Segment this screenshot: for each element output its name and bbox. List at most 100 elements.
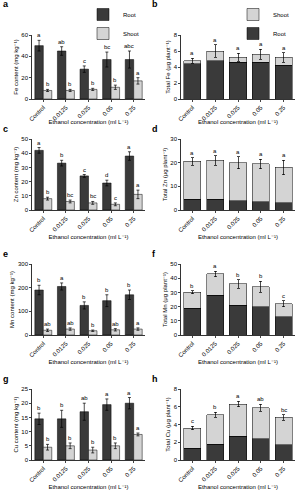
svg-text:0.0125: 0.0125 — [52, 104, 70, 122]
svg-text:a: a — [3, 0, 9, 9]
svg-text:b: b — [37, 277, 41, 283]
svg-text:0.0125: 0.0125 — [52, 215, 70, 233]
svg-text:25: 25 — [21, 386, 28, 392]
svg-text:0.025: 0.025 — [76, 340, 91, 355]
svg-text:0.0125: 0.0125 — [201, 340, 219, 358]
svg-text:ab: ab — [67, 320, 74, 326]
svg-text:Control: Control — [28, 105, 46, 123]
svg-text:Mn content (mg kg⁻¹): Mn content (mg kg⁻¹) — [9, 271, 15, 328]
svg-text:b: b — [60, 152, 64, 158]
svg-text:Control: Control — [177, 341, 195, 359]
svg-text:d: d — [152, 125, 158, 134]
svg-text:a: a — [259, 41, 263, 47]
svg-text:0.05: 0.05 — [101, 465, 114, 478]
svg-text:abc: abc — [124, 43, 134, 49]
svg-text:0: 0 — [25, 207, 29, 213]
svg-text:a: a — [190, 50, 194, 56]
svg-text:10: 10 — [170, 318, 177, 324]
svg-text:0.025: 0.025 — [76, 104, 91, 119]
svg-text:d: d — [105, 172, 108, 178]
svg-text:Zn content (mg kg⁻¹): Zn content (mg kg⁻¹) — [13, 147, 19, 203]
svg-text:ab: ab — [257, 396, 264, 402]
svg-text:bc: bc — [281, 407, 287, 413]
svg-text:0.0125: 0.0125 — [201, 215, 219, 233]
svg-text:Fe content (mg kg⁻¹): Fe content (mg kg⁻¹) — [13, 39, 19, 95]
svg-text:0.25: 0.25 — [274, 104, 287, 117]
svg-text:a: a — [282, 45, 286, 51]
svg-text:b: b — [113, 77, 117, 83]
svg-text:e: e — [3, 250, 8, 259]
svg-text:b: b — [127, 282, 131, 288]
svg-text:30: 30 — [170, 136, 177, 142]
svg-text:4: 4 — [174, 64, 178, 70]
svg-text:b: b — [91, 80, 95, 86]
svg-text:0.025: 0.025 — [226, 465, 241, 480]
svg-text:b: b — [46, 189, 50, 195]
svg-text:a: a — [213, 263, 217, 269]
svg-text:40: 40 — [21, 150, 28, 156]
svg-text:0: 0 — [25, 457, 29, 463]
svg-text:c: c — [3, 125, 8, 134]
svg-text:bc: bc — [90, 193, 96, 199]
svg-text:0.0125: 0.0125 — [201, 104, 219, 122]
svg-text:a: a — [282, 152, 286, 158]
svg-text:8: 8 — [174, 386, 178, 392]
svg-text:Control: Control — [177, 105, 195, 123]
svg-text:0.25: 0.25 — [124, 104, 137, 117]
svg-text:b: b — [46, 81, 50, 87]
svg-text:50: 50 — [170, 261, 177, 267]
svg-text:Root: Root — [123, 12, 136, 18]
svg-text:15: 15 — [21, 415, 28, 421]
svg-text:Shoot: Shoot — [273, 12, 289, 18]
svg-text:a: a — [127, 390, 131, 396]
svg-text:6: 6 — [174, 48, 178, 54]
svg-text:c: c — [114, 195, 117, 201]
svg-text:0.25: 0.25 — [124, 465, 137, 478]
svg-text:0.0125: 0.0125 — [52, 465, 70, 483]
svg-text:0.25: 0.25 — [274, 340, 287, 353]
svg-text:b: b — [68, 435, 72, 441]
svg-text:0.25: 0.25 — [274, 465, 287, 478]
svg-text:b: b — [152, 0, 158, 9]
svg-text:0.025: 0.025 — [226, 104, 241, 119]
svg-text:Control: Control — [28, 341, 46, 359]
svg-text:a: a — [105, 391, 109, 397]
svg-text:h: h — [152, 375, 158, 384]
svg-text:a: a — [60, 275, 64, 281]
svg-text:Ethanol concentration (ml L⁻¹): Ethanol concentration (ml L⁻¹) — [48, 359, 128, 365]
svg-text:0: 0 — [25, 332, 29, 338]
svg-text:a: a — [259, 151, 263, 157]
svg-text:Control: Control — [177, 466, 195, 484]
svg-text:Ethanol concentration (ml L⁻¹): Ethanol concentration (ml L⁻¹) — [48, 119, 128, 125]
svg-text:a: a — [190, 150, 194, 156]
svg-text:0.025: 0.025 — [76, 465, 91, 480]
svg-text:20: 20 — [21, 400, 28, 406]
svg-text:Root: Root — [273, 31, 286, 37]
svg-text:0.05: 0.05 — [251, 340, 264, 353]
svg-text:bc: bc — [104, 44, 110, 50]
svg-text:0: 0 — [174, 457, 178, 463]
svg-text:10: 10 — [21, 429, 28, 435]
svg-text:c: c — [191, 418, 194, 424]
svg-text:a: a — [236, 393, 240, 399]
svg-text:30: 30 — [21, 165, 28, 171]
svg-text:b: b — [91, 439, 95, 445]
svg-text:200: 200 — [18, 285, 29, 291]
svg-text:Control: Control — [28, 466, 46, 484]
svg-text:c: c — [83, 167, 86, 173]
svg-text:5: 5 — [25, 443, 29, 449]
svg-text:Total Cu (μg plant⁻¹): Total Cu (μg plant⁻¹) — [165, 397, 171, 451]
svg-text:20: 20 — [170, 304, 177, 310]
svg-text:0.05: 0.05 — [251, 215, 264, 228]
svg-text:0.05: 0.05 — [101, 340, 114, 353]
svg-text:Ethanol concentration (ml L⁻¹): Ethanol concentration (ml L⁻¹) — [198, 484, 278, 490]
svg-text:a: a — [213, 148, 217, 154]
svg-text:a: a — [136, 182, 140, 188]
svg-text:ab: ab — [58, 39, 65, 45]
svg-text:bc: bc — [67, 192, 73, 198]
svg-text:b: b — [259, 273, 263, 279]
svg-text:a: a — [136, 425, 140, 431]
svg-text:b: b — [60, 402, 64, 408]
svg-text:b: b — [91, 322, 95, 328]
svg-text:Ethanol concentration (ml L⁻¹): Ethanol concentration (ml L⁻¹) — [48, 484, 128, 490]
